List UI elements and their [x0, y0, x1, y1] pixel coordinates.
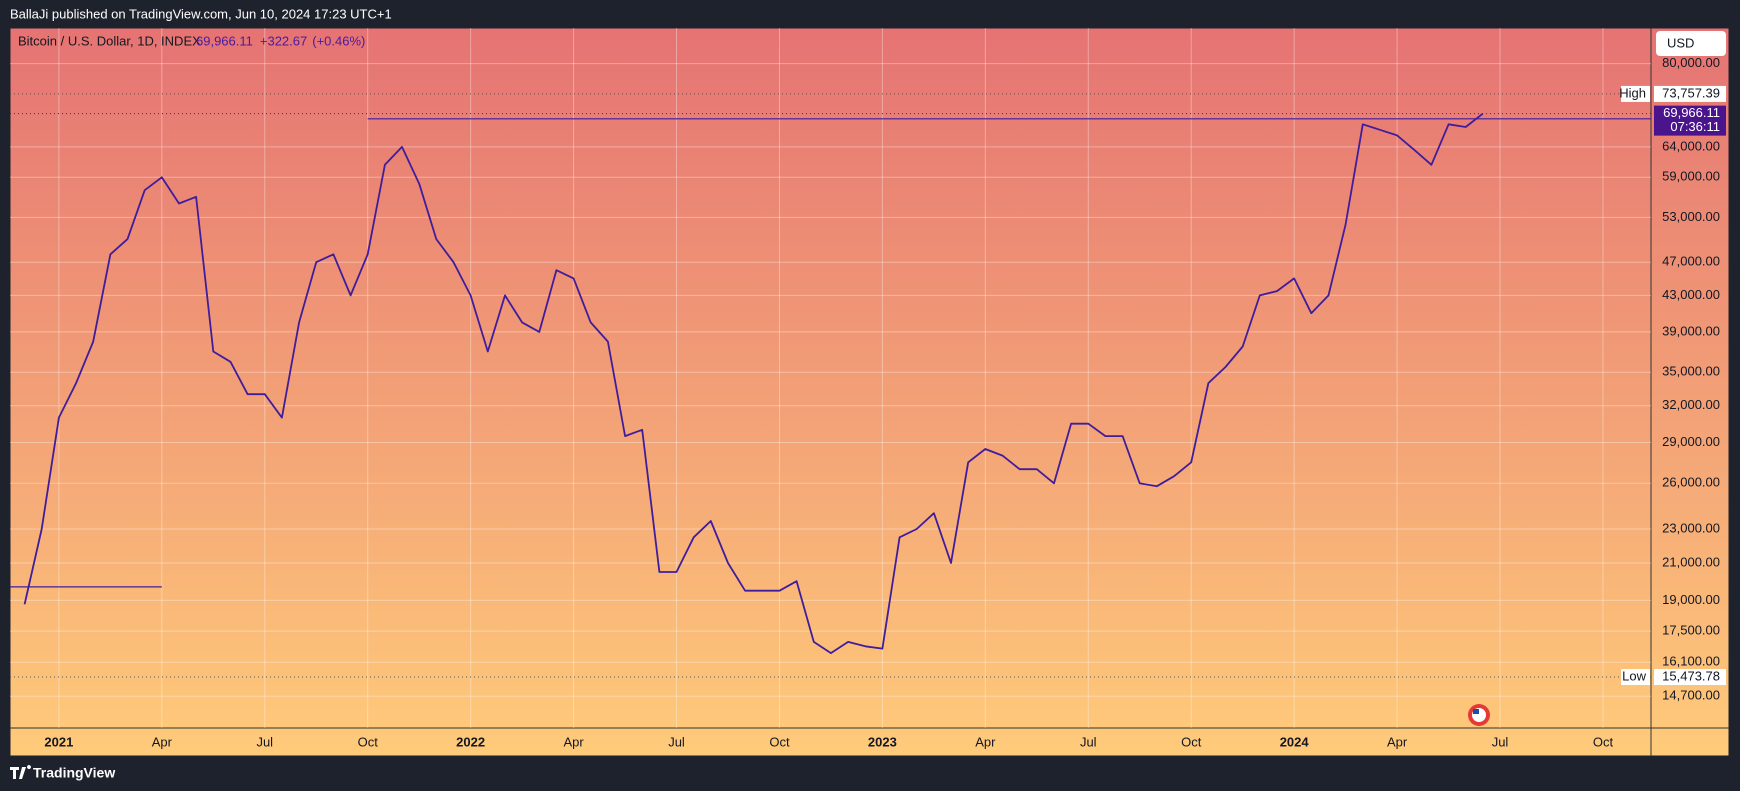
brand-logo: [10, 765, 31, 779]
y-tick-label: 35,000.00: [1662, 364, 1720, 379]
x-tick-label: Jul: [256, 734, 273, 749]
x-tick-label: Jul: [1492, 734, 1509, 749]
y-tick-label: 80,000.00: [1662, 55, 1720, 70]
x-tick-label: Apr: [1387, 734, 1408, 749]
y-tick-label: 21,000.00: [1662, 554, 1720, 569]
y-tick-label: 53,000.00: [1662, 209, 1720, 224]
price-box: [1654, 105, 1726, 136]
y-tick-label: 14,700.00: [1662, 688, 1720, 703]
low-label-name: Low: [1622, 668, 1646, 683]
x-tick-label: 2022: [456, 734, 485, 749]
x-tick-label: Jul: [668, 734, 685, 749]
high-label-value: 73,757.39: [1662, 85, 1720, 100]
last-price: 69,966.11: [196, 33, 253, 48]
countdown: 07:36:11: [1670, 119, 1720, 134]
chart-area: [9, 27, 1730, 757]
x-tick-label: Apr: [975, 734, 996, 749]
brand: TradingView: [33, 765, 115, 781]
x-tick-label: Oct: [769, 734, 790, 749]
low-label-value: 15,473.78: [1662, 668, 1720, 683]
y-tick-label: 59,000.00: [1662, 169, 1720, 184]
x-tick-label: Oct: [358, 734, 379, 749]
change-percent: (+0.46%): [312, 33, 365, 48]
x-tick-label: 2024: [1280, 734, 1310, 749]
high-label-box: [1621, 85, 1650, 102]
x-tick-label: Oct: [1593, 734, 1614, 749]
x-tick-label: 2023: [868, 734, 897, 749]
x-tick-label: 2021: [44, 734, 73, 749]
x-tick-label: Apr: [563, 734, 584, 749]
y-tick-label: 29,000.00: [1662, 434, 1720, 449]
y-tick-label: 64,000.00: [1662, 138, 1720, 153]
y-tick-label: 43,000.00: [1662, 287, 1720, 302]
y-tick-label: 39,000.00: [1662, 323, 1720, 338]
y-tick-label: 16,100.00: [1662, 654, 1720, 669]
change: +322.67: [260, 33, 307, 48]
x-tick-label: Apr: [152, 734, 173, 749]
low-label-value-box: [1654, 669, 1726, 686]
x-tick-label: Jul: [1080, 734, 1097, 749]
symbol-title: Bitcoin / U.S. Dollar, 1D, INDEX: [18, 33, 201, 48]
y-tick-label: 32,000.00: [1662, 397, 1720, 412]
low-label-box: [1621, 669, 1650, 686]
high-label-name: High: [1619, 85, 1646, 100]
marks: [10, 93, 1651, 678]
y-tick-label: 47,000.00: [1662, 254, 1720, 269]
event-icon-canton: [1473, 709, 1479, 714]
y-tick-label: 17,500.00: [1662, 623, 1720, 638]
y-tick-label: 19,000.00: [1662, 592, 1720, 607]
price-label: 69,966.11: [1663, 105, 1720, 120]
high-label-value-box: [1654, 85, 1726, 102]
x-tick-label: Oct: [1181, 734, 1202, 749]
currency[interactable]: USD: [1667, 35, 1694, 50]
price-line: [23, 112, 1484, 654]
y-tick-label: 23,000.00: [1662, 520, 1720, 535]
y-tick-label: 26,000.00: [1662, 475, 1720, 490]
currency-button[interactable]: [1656, 31, 1726, 56]
publish-info: BallaJi published on TradingView.com, Ju…: [10, 6, 392, 21]
